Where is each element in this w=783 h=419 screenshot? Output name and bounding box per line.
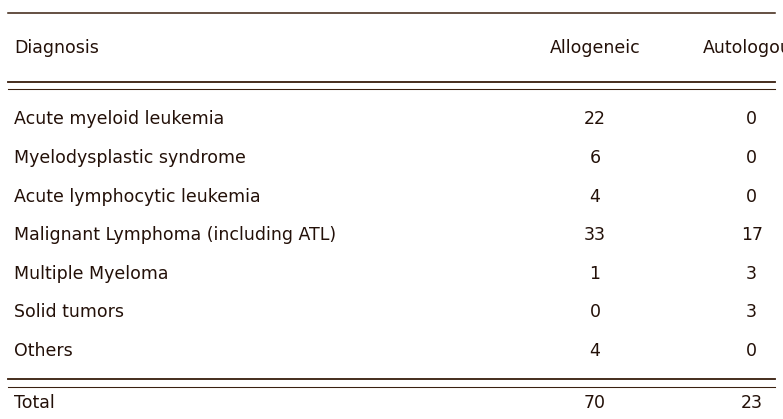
Text: 33: 33 [584,226,606,244]
Text: Others: Others [14,342,73,360]
Text: Multiple Myeloma: Multiple Myeloma [14,265,168,282]
Text: Diagnosis: Diagnosis [14,39,99,57]
Text: 0: 0 [746,342,757,360]
Text: 23: 23 [741,394,763,412]
Text: 6: 6 [590,149,601,167]
Text: Malignant Lymphoma (including ATL): Malignant Lymphoma (including ATL) [14,226,336,244]
Text: 70: 70 [584,394,606,412]
Text: 22: 22 [584,111,606,128]
Text: 3: 3 [746,303,757,321]
Text: Allogeneic: Allogeneic [550,39,640,57]
Text: 0: 0 [746,111,757,128]
Text: 1: 1 [590,265,601,282]
Text: 4: 4 [590,342,601,360]
Text: Acute myeloid leukemia: Acute myeloid leukemia [14,111,225,128]
Text: Total: Total [14,394,55,412]
Text: Myelodysplastic syndrome: Myelodysplastic syndrome [14,149,246,167]
Text: 4: 4 [590,188,601,205]
Text: 17: 17 [741,226,763,244]
Text: Acute lymphocytic leukemia: Acute lymphocytic leukemia [14,188,261,205]
Text: 0: 0 [746,188,757,205]
Text: Solid tumors: Solid tumors [14,303,124,321]
Text: 0: 0 [590,303,601,321]
Text: 0: 0 [746,149,757,167]
Text: 3: 3 [746,265,757,282]
Text: Autologous: Autologous [702,39,783,57]
